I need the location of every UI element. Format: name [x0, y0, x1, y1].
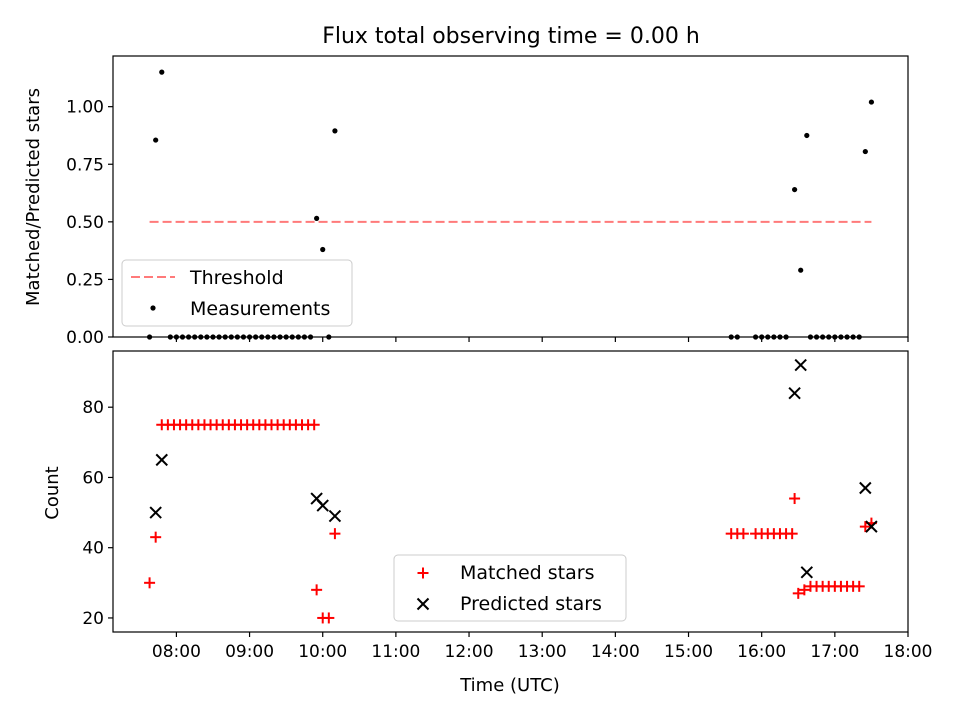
- measurement-point: [314, 215, 320, 221]
- top-axes-frame: [112, 55, 909, 338]
- measurement-point: [332, 128, 338, 134]
- bottom-xtick-label: 10:00: [298, 642, 347, 662]
- bottom-axes: 20 40 60 80 08:00 09:00 10:00 11:00 12:00 13:00 14…: [82, 398, 932, 662]
- bottom-xtick-label: 18:00: [884, 642, 933, 662]
- predicted-star-point: [149, 506, 162, 519]
- bottom-xtick-label: 17:00: [810, 642, 859, 662]
- bottom-legend: Matched stars Predicted stars: [393, 554, 627, 622]
- bottom-ytick-label: 40: [82, 539, 104, 559]
- bottom-xtick-label: 13:00: [518, 642, 567, 662]
- predicted-star-point: [328, 509, 342, 523]
- matched-star-point: [789, 493, 801, 505]
- bottom-xtick-label: 15:00: [664, 642, 713, 662]
- bottom-ytick-label: 80: [82, 398, 104, 418]
- bottom-xtick-label: 11:00: [371, 642, 420, 662]
- bottom-xtick-label: 16:00: [737, 642, 786, 662]
- matched-star-point: [311, 584, 323, 596]
- measurement-point: [868, 99, 875, 105]
- measurement-point: [862, 148, 868, 155]
- measurement-point: [804, 132, 810, 139]
- measurement-point: [792, 186, 798, 193]
- matched-star-point: [786, 528, 798, 540]
- predicted-star-point: [155, 453, 168, 467]
- top-ylabel: Matched/Predicted stars: [23, 88, 44, 306]
- bottom-ylabel: Count: [42, 466, 63, 519]
- matched-stars-legend-glyph: [417, 567, 429, 579]
- bottom-xtick-label: 12:00: [445, 642, 494, 662]
- matched-star-point: [308, 419, 320, 431]
- predicted-star-point: [788, 386, 801, 400]
- bottom-xtick-label: 14:00: [591, 642, 640, 662]
- matched-star-point: [323, 612, 335, 624]
- matched-stars-legend-label: Matched stars: [460, 562, 594, 584]
- top-ytick-label: 0.75: [66, 155, 104, 175]
- matched-star-point: [859, 521, 871, 533]
- top-ytick-label: 0.50: [66, 213, 104, 233]
- matched-star-point: [853, 580, 865, 592]
- bottom-ytick-label: 20: [82, 609, 104, 629]
- measurement-point: [153, 137, 159, 143]
- top-axes: 0.00 0.25 0.50 0.75 1.00: [66, 98, 909, 348]
- measurements-legend-label: Measurements: [190, 298, 330, 320]
- predicted-star-point: [800, 566, 814, 579]
- measurement-point: [320, 246, 326, 253]
- predicted-star-point: [794, 358, 807, 372]
- bottom-legend-box: [393, 554, 627, 622]
- predicted-stars-legend-glyph: [416, 597, 430, 611]
- top-ytick-label: 1.00: [66, 98, 104, 118]
- matched-star-point: [329, 528, 341, 540]
- bottom-points: [144, 358, 878, 624]
- predicted-stars-legend-marker: [416, 597, 430, 611]
- bottom-xlabel: Time (UTC): [459, 675, 560, 696]
- bottom-xtick-label: 09:00: [225, 642, 274, 662]
- measurement-point: [798, 267, 804, 273]
- bottom-panel: Count Time (UTC) 20 40 60 80 08:00 09:00 10:00…: [42, 350, 933, 696]
- top-legend-box: [121, 259, 353, 327]
- matched-star-point: [737, 528, 749, 540]
- matched-star-point: [792, 587, 804, 599]
- matched-stars-legend-marker: [417, 567, 429, 579]
- top-legend: Threshold Measurements: [121, 259, 353, 327]
- predicted-stars-legend-label: Predicted stars: [460, 593, 602, 615]
- predicted-star-point: [865, 520, 878, 533]
- measurements-legend-marker: [150, 305, 156, 311]
- matched-star-point: [798, 584, 810, 596]
- bottom-axes-frame: [112, 350, 909, 633]
- threshold-legend-label: Threshold: [189, 267, 284, 289]
- predicted-star-point: [316, 499, 329, 512]
- measurement-point: [159, 69, 165, 75]
- matched-star-point: [144, 577, 156, 589]
- bottom-ytick-label: 60: [82, 468, 104, 488]
- bottom-xtick-label: 08:00: [152, 642, 201, 662]
- predicted-star-point: [859, 481, 872, 495]
- top-ytick-label: 0.00: [66, 328, 104, 348]
- matched-star-point: [150, 531, 162, 543]
- top-ytick-label: 0.25: [66, 270, 104, 290]
- top-title: Flux total observing time = 0.00 h: [322, 24, 700, 49]
- top-panel: Flux total observing time = 0.00 h Match…: [23, 24, 909, 348]
